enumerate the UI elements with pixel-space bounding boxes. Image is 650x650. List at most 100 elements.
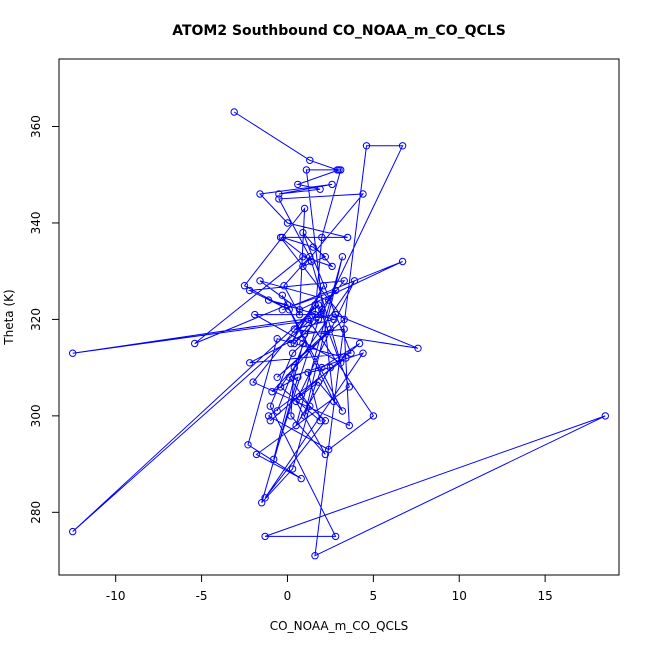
data-point — [285, 306, 293, 314]
data-point — [328, 262, 336, 271]
data-point — [314, 315, 323, 324]
data-point — [398, 257, 407, 266]
data-point — [302, 166, 311, 174]
chart-title: ATOM2 Southbound CO_NOAA_m_CO_QCLS — [172, 23, 506, 39]
data-point — [299, 253, 307, 261]
plot-frame — [58, 58, 620, 576]
data-point — [261, 532, 269, 541]
data-point — [316, 417, 324, 425]
data-point — [283, 301, 292, 309]
data-point — [316, 185, 324, 193]
data-point — [326, 363, 335, 372]
data-point — [261, 494, 269, 502]
data-point — [331, 286, 340, 295]
data-point — [355, 339, 364, 348]
y-tick-label: 280 — [29, 501, 43, 524]
y-tick-label: 340 — [29, 212, 43, 235]
data-point — [287, 339, 295, 348]
data-point — [230, 108, 238, 116]
data-point — [252, 450, 261, 459]
data-point — [343, 233, 352, 242]
data-point — [340, 315, 348, 324]
data-point — [319, 282, 328, 290]
data-point — [290, 363, 298, 372]
data-point — [350, 277, 359, 285]
data-point — [304, 315, 312, 324]
x-tick-label: 10 — [452, 589, 467, 603]
data-point — [240, 282, 249, 290]
data-point — [311, 552, 319, 560]
data-point — [300, 330, 309, 338]
data-point — [278, 291, 286, 299]
data-point — [295, 310, 304, 319]
data-point — [345, 383, 353, 391]
data-point — [288, 349, 297, 357]
data-point — [299, 262, 307, 271]
data-point — [331, 310, 340, 319]
y-tick-label: 360 — [29, 115, 43, 138]
y-axis-label: Theta (K) — [2, 289, 16, 345]
series-layer — [69, 108, 609, 560]
data-point — [275, 190, 283, 198]
data-point — [414, 344, 422, 352]
data-point — [69, 527, 77, 536]
data-point — [342, 354, 350, 362]
data-point — [256, 277, 264, 285]
data-point — [398, 142, 407, 150]
data-point — [337, 359, 345, 367]
data-point — [266, 402, 274, 410]
data-point — [345, 421, 353, 430]
data-point — [273, 373, 281, 381]
data-point — [325, 296, 333, 304]
data-point — [273, 407, 281, 415]
data-point — [340, 277, 348, 285]
data-point — [268, 388, 276, 396]
series-line — [72, 111, 606, 557]
data-point — [290, 325, 298, 333]
data-point — [325, 445, 333, 454]
y-tick-label: 320 — [29, 308, 43, 331]
data-point — [246, 286, 254, 295]
x-tick-label: -5 — [196, 589, 208, 603]
data-point — [285, 373, 293, 381]
data-point — [306, 156, 314, 165]
x-tick-label: 15 — [537, 589, 552, 603]
data-point — [318, 233, 326, 242]
data-point — [270, 455, 278, 463]
data-point — [246, 359, 254, 367]
x-tick-label: 0 — [284, 589, 292, 603]
data-point — [249, 378, 257, 386]
data-point — [256, 190, 264, 198]
data-point — [314, 378, 323, 386]
x-tick-label: -10 — [106, 589, 126, 603]
data-point — [347, 349, 355, 357]
data-point — [288, 465, 297, 473]
data-point — [601, 412, 609, 420]
data-point — [287, 412, 295, 420]
data-point — [321, 417, 329, 425]
data-point — [264, 296, 273, 304]
x-axis-label: CO_NOAA_m_CO_QCLS — [270, 619, 408, 633]
data-point — [309, 243, 317, 251]
data-point — [280, 282, 288, 290]
data-point — [295, 306, 304, 314]
data-point — [311, 310, 319, 319]
data-point — [264, 412, 273, 420]
data-point — [326, 325, 335, 333]
data-point — [318, 306, 326, 314]
data-point — [330, 315, 338, 324]
data-point — [338, 407, 347, 415]
data-point — [359, 190, 367, 198]
data-point — [321, 450, 329, 459]
data-point — [275, 195, 283, 203]
data-point — [318, 363, 326, 372]
data-point — [321, 253, 329, 261]
data-point — [292, 421, 300, 430]
data-point — [299, 339, 307, 348]
data-point — [331, 532, 340, 541]
data-point — [244, 441, 252, 449]
y-axis: 280 300 320 340 360 — [29, 115, 60, 524]
data-point — [258, 499, 266, 507]
data-point — [299, 228, 307, 237]
